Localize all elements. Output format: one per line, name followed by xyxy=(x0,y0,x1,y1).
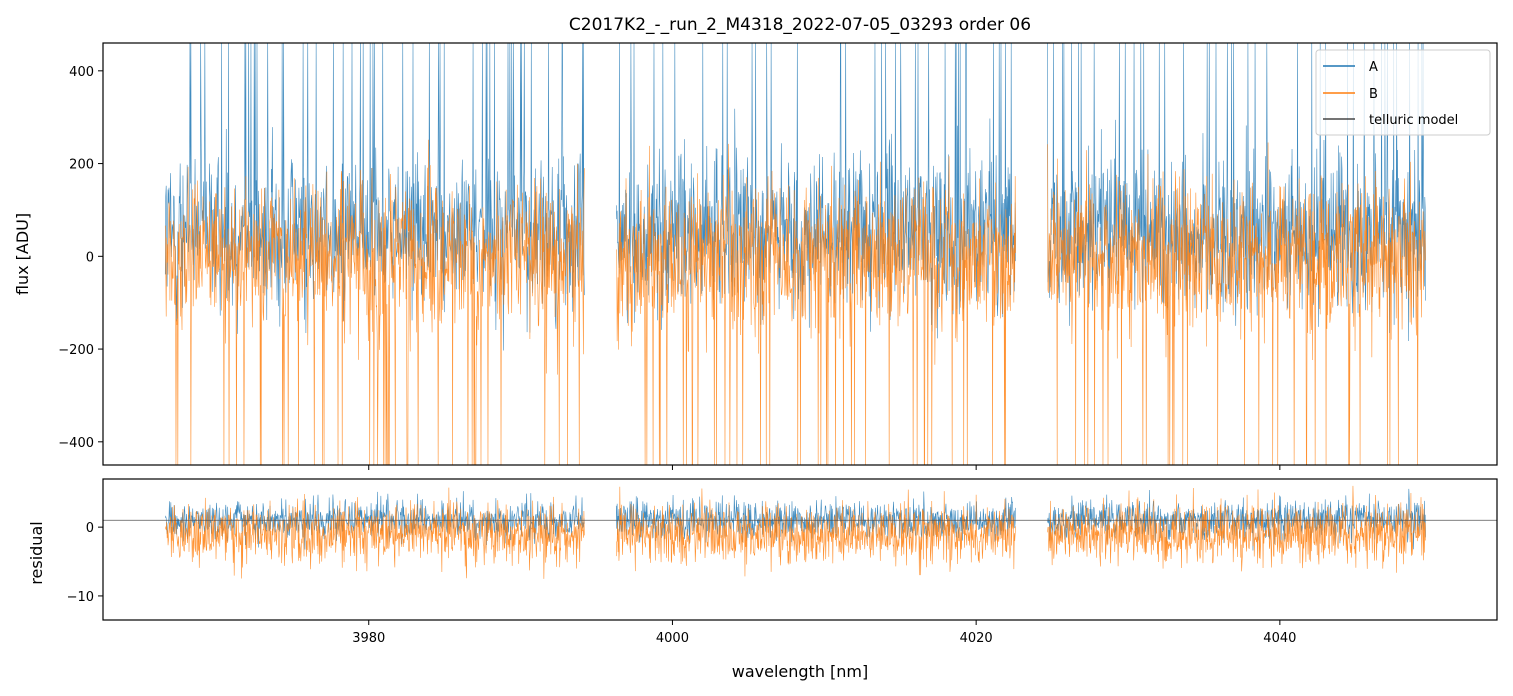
flux-y-tick-label: −200 xyxy=(58,343,94,358)
flux-y-tick-label: 200 xyxy=(69,158,94,173)
x-tick-label: 4040 xyxy=(1263,631,1296,646)
legend-label-telluric: telluric model xyxy=(1369,113,1458,128)
flux-series-group xyxy=(164,43,1426,465)
residual-series-b-line xyxy=(164,485,1426,579)
residual-y-tick-label: 0 xyxy=(86,521,94,536)
flux-axes-frame xyxy=(102,42,1498,466)
residual-x-ticks: 3980 4000 4020 4040 xyxy=(352,620,1296,646)
flux-panel: −400 −200 0 200 400 flux [ADU] A B telluric … xyxy=(13,42,1498,470)
legend-label-a: A xyxy=(1369,60,1378,75)
residual-series-group xyxy=(103,485,1497,579)
residual-axes-frame xyxy=(102,478,1498,621)
chart-title: C2017K2_-_run_2_M4318_2022-07-05_03293 o… xyxy=(569,15,1031,35)
residual-panel: −10 0 3980 4000 4020 4040 residual wavelengt… xyxy=(27,478,1498,681)
x-axis-label: wavelength [nm] xyxy=(732,662,869,681)
legend: A B telluric model xyxy=(1315,49,1491,136)
flux-y-tick-label: 0 xyxy=(86,250,94,265)
flux-series-b-line xyxy=(164,139,1426,465)
flux-y-axis-label: flux [ADU] xyxy=(13,213,32,295)
legend-label-b: B xyxy=(1369,87,1378,102)
x-tick-label: 4000 xyxy=(656,631,689,646)
residual-plot-area xyxy=(103,479,1497,620)
x-tick-label: 3980 xyxy=(352,631,385,646)
flux-y-tick-label: −400 xyxy=(58,436,94,451)
residual-y-axis-label: residual xyxy=(27,521,46,584)
x-tick-label: 4020 xyxy=(960,631,993,646)
flux-y-ticks: −400 −200 0 200 400 xyxy=(58,65,103,451)
residual-y-tick-label: −10 xyxy=(67,590,94,605)
flux-x-ticks xyxy=(368,465,1281,470)
flux-y-tick-label: 400 xyxy=(69,65,94,80)
residual-y-ticks: −10 0 xyxy=(67,521,103,605)
legend-box xyxy=(1315,49,1491,136)
